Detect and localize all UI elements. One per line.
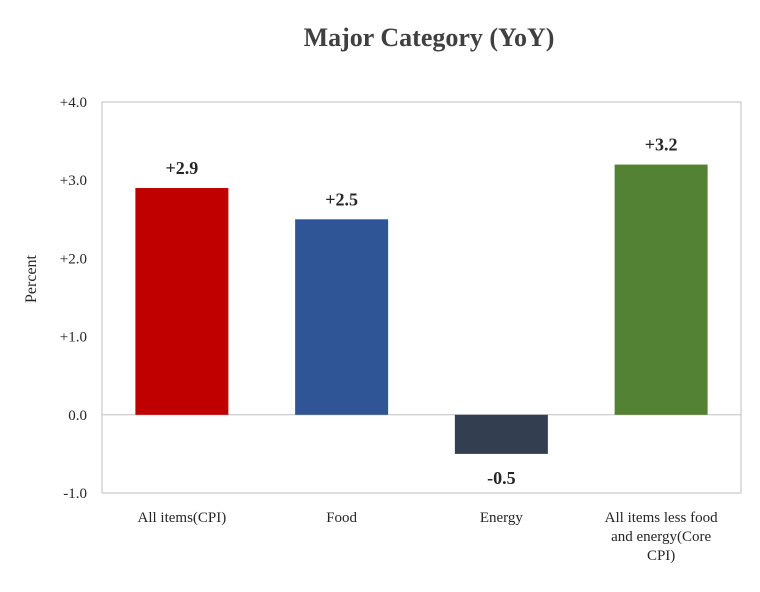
chart-marks: +4.0 +3.0 +2.0 +1.0 0.0 -1.0 +2.9 All items(CPI… xyxy=(60,95,741,564)
x-tick-label: All items(CPI) xyxy=(138,510,227,526)
x-tick-label: All items less food xyxy=(605,510,718,526)
y-tick-label: +2.0 xyxy=(60,251,87,267)
y-tick-label: -1.0 xyxy=(63,486,87,502)
y-tick-label: 0.0 xyxy=(68,408,87,424)
y-axis-label: Percent xyxy=(23,254,40,303)
x-tick-label: and energy(Core xyxy=(611,529,711,545)
x-tick-label: Food xyxy=(326,510,357,526)
y-tick-label: +1.0 xyxy=(60,330,87,346)
bar xyxy=(454,414,548,454)
data-label: -0.5 xyxy=(487,468,516,488)
y-tick-label: +3.0 xyxy=(60,173,87,189)
data-label: +2.5 xyxy=(325,189,358,209)
bar xyxy=(614,164,708,415)
data-label: +3.2 xyxy=(645,135,678,155)
chart-title: Major Category (YoY) xyxy=(304,23,555,52)
bar xyxy=(295,219,389,415)
data-label: +2.9 xyxy=(165,158,198,178)
y-tick-label: +4.0 xyxy=(60,95,87,111)
x-tick-label: CPI) xyxy=(647,548,675,564)
x-tick-label: Energy xyxy=(480,510,524,526)
plot-area-border xyxy=(101,101,742,494)
bar xyxy=(135,188,229,415)
